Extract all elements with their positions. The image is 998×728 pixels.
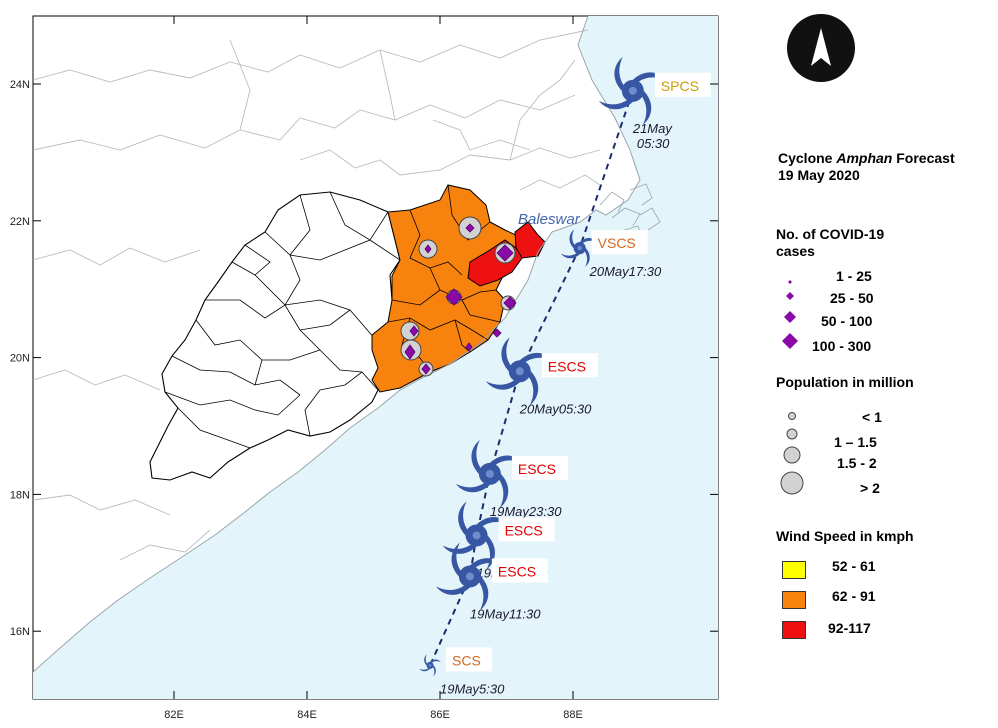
population-legend-title: Population in million <box>776 374 914 390</box>
cyclone-stage-4: ESCS 19May23:30 <box>455 439 568 519</box>
population-legend-item-1: < 1 <box>862 409 882 425</box>
wind-swatch-1 <box>782 561 806 579</box>
stage-time: 20May17:30 <box>589 264 662 279</box>
stage-code: ESCS <box>518 461 556 477</box>
stage-label-box <box>511 455 568 480</box>
covid-markers <box>404 223 517 375</box>
population-legend-item-4: > 2 <box>860 480 880 496</box>
lat-tick-label: 16N <box>10 626 30 638</box>
north-arrow-icon <box>787 14 855 82</box>
stage-label-box <box>541 353 598 378</box>
covid-legend-item-1: 1 - 25 <box>836 268 872 284</box>
stage-time: 19May11:30 <box>470 606 541 621</box>
cyclone-stage-2: VSCS 20May17:30 <box>560 229 662 279</box>
lon-tick-label: 82E <box>164 709 184 721</box>
population-legend-symbols <box>780 412 804 495</box>
stage-time: 20May05:30 <box>519 401 592 416</box>
wind-swatch-2 <box>782 591 806 609</box>
lat-tick-label: 22N <box>10 216 30 228</box>
odisha-district-lines <box>164 191 401 449</box>
legend-title: Cyclone Amphan Forecast 19 May 2020 <box>778 150 955 183</box>
lat-tick-label: 18N <box>10 489 30 501</box>
stage-label-box <box>446 647 493 672</box>
population-legend-item-2: 1 – 1.5 <box>834 434 877 450</box>
stage-time: 19May23:30 <box>490 504 562 519</box>
stage-label-box <box>498 517 555 542</box>
cyclone-stage-3: ESCS 20May05:30 <box>485 337 598 416</box>
covid-legend-item-3: 50 - 100 <box>821 313 873 329</box>
lat-tick-label: 20N <box>10 353 30 365</box>
cyclone-stage-6: ESCS 19May11:30 <box>435 542 548 621</box>
wind-swatch-3 <box>782 621 806 639</box>
coastline <box>33 16 641 673</box>
population-legend-item-3: 1.5 - 2 <box>837 455 877 471</box>
stage-time: 21May <box>632 121 674 136</box>
covid-legend-item-2: 25 - 50 <box>830 290 874 306</box>
wind-legend-item-2: 62 - 91 <box>832 588 876 604</box>
cyclone-stage-7: SCS 19May5:30 <box>419 647 505 696</box>
lon-tick-label: 88E <box>563 709 583 721</box>
covid-legend-title: No. of COVID-19 cases <box>776 226 885 259</box>
stage-code: ESCS <box>498 563 536 579</box>
stage-time-line2: 05:30 <box>637 136 670 151</box>
wind-legend-item-3: 92-117 <box>828 620 871 636</box>
wind-legend-item-1: 52 - 61 <box>832 558 876 574</box>
stage-label-box <box>591 230 648 255</box>
covid-legend-item-4: 100 - 300 <box>812 338 872 354</box>
stage-code: SPCS <box>661 78 699 94</box>
place-label: Baleswar <box>518 211 581 228</box>
covid-legend-symbols <box>782 280 798 349</box>
stage-code: VSCS <box>598 235 636 251</box>
admin-boundaries <box>33 29 601 561</box>
stage-code: ESCS <box>548 358 586 374</box>
stage-label-box <box>491 558 548 583</box>
stage-code: SCS <box>452 652 481 668</box>
stage-label-box <box>654 72 711 97</box>
wind-legend-title: Wind Speed in kmph <box>776 528 914 544</box>
stage-code: ESCS <box>505 522 543 538</box>
stage-time: 19May5:30 <box>440 681 505 696</box>
lat-tick-label: 24N <box>10 79 30 91</box>
lon-tick-label: 86E <box>430 709 450 721</box>
delta-islands <box>599 183 661 241</box>
lon-tick-label: 84E <box>297 709 317 721</box>
